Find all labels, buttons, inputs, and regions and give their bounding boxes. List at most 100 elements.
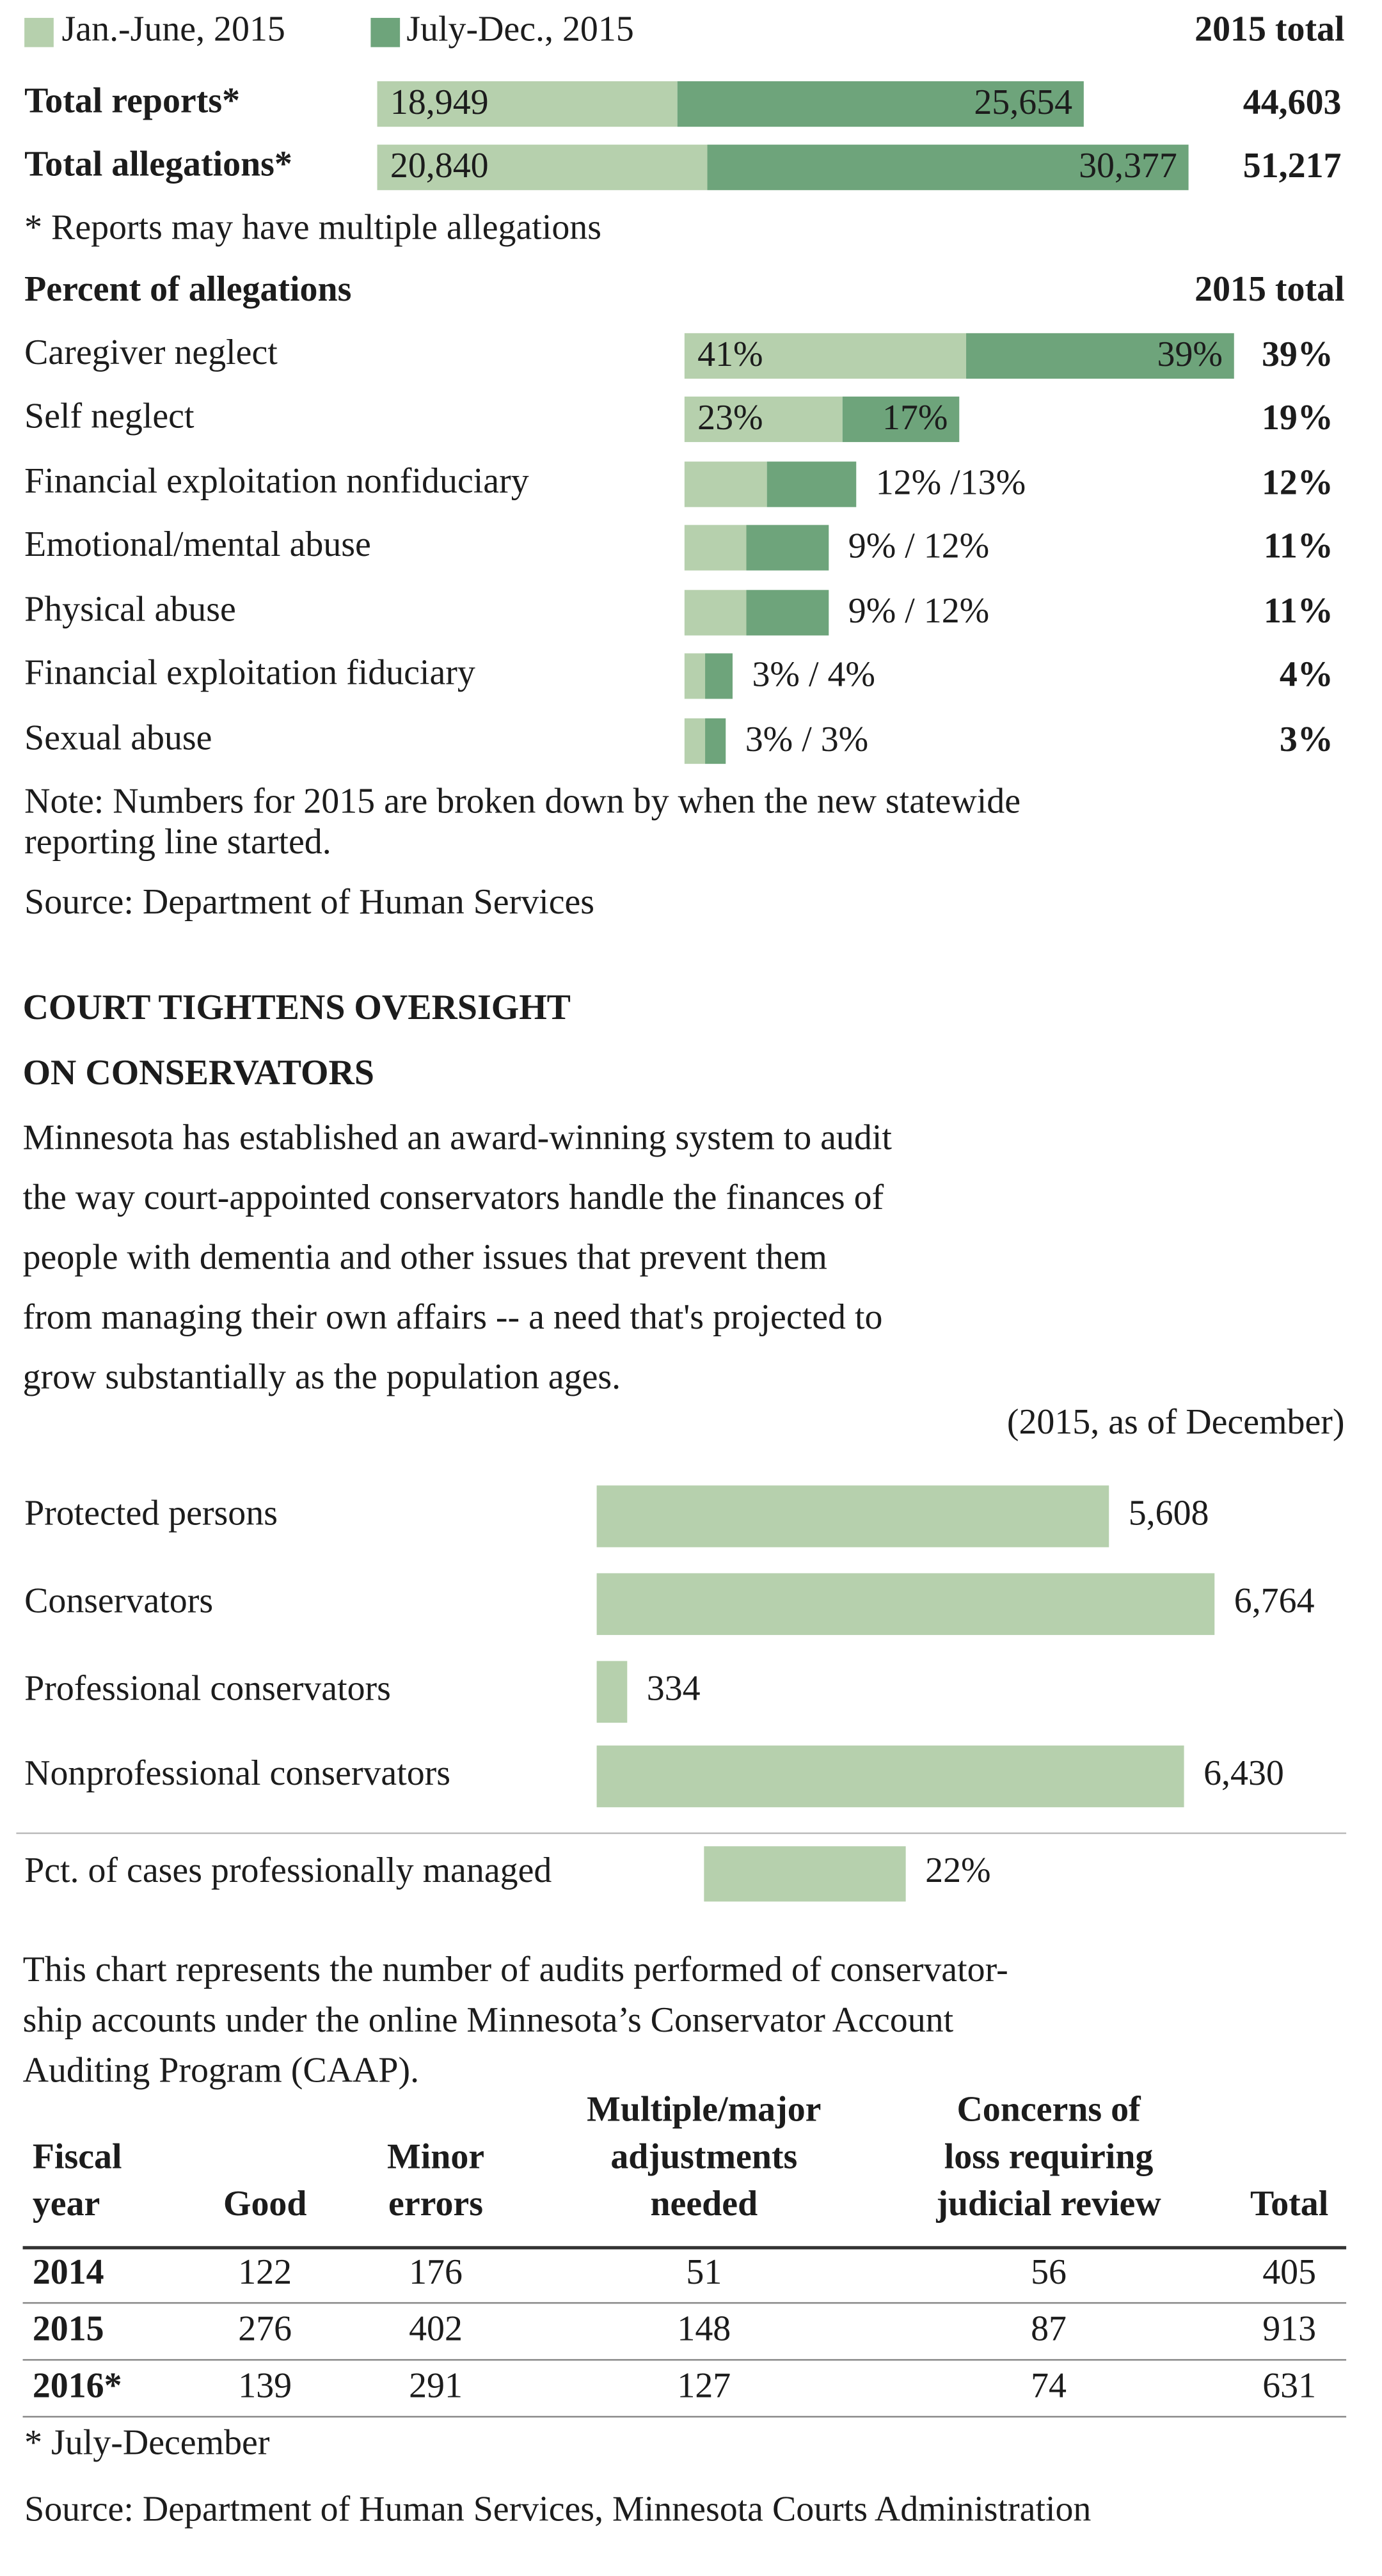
category-label: Nonprofessional conservators — [24, 1753, 450, 1793]
table-cell: 913 — [1262, 2309, 1316, 2349]
value-label: 6,764 — [1234, 1581, 1315, 1620]
bar — [704, 1846, 906, 1902]
intro: grow substantially as the population age… — [23, 1357, 621, 1396]
value-label: 25,654 — [974, 83, 1072, 122]
category-label: Sexual abuse — [24, 718, 212, 757]
heading: COURT TIGHTENS OVERSIGHT — [23, 988, 571, 1027]
bar-segment — [377, 81, 678, 127]
bar — [596, 1573, 1215, 1635]
footnote: * July-December — [24, 2423, 270, 2463]
total-label: 3% — [1280, 720, 1333, 759]
bar-segment — [746, 525, 829, 571]
bar-segment — [684, 718, 706, 764]
column-header: needed — [650, 2184, 758, 2224]
bar-segment — [684, 653, 706, 699]
intro: from managing their own affairs -- a nee… — [23, 1297, 883, 1337]
value-label: 334 — [647, 1669, 701, 1709]
value-label: 9% / 12% — [848, 526, 989, 566]
table-cell: 74 — [1031, 2366, 1067, 2406]
column-header: Concerns of — [957, 2090, 1141, 2130]
table-caption: ship accounts under the online Minnesota… — [23, 2000, 954, 2040]
value-label: 9% / 12% — [848, 591, 989, 631]
column-header: Good — [223, 2184, 306, 2224]
table-caption: This chart represents the number of audi… — [23, 1950, 1008, 1989]
value-label: 23% — [697, 398, 763, 438]
category-label: Self neglect — [24, 396, 195, 436]
table-cell: 2016* — [33, 2366, 122, 2406]
value-label: 5,608 — [1129, 1493, 1209, 1533]
category-label: Professional conservators — [24, 1669, 391, 1709]
table-cell: 176 — [409, 2252, 463, 2292]
table-cell: 127 — [677, 2366, 731, 2406]
column-header: Fiscal — [33, 2137, 122, 2176]
category-label: Financial exploitation nonfiduciary — [24, 461, 529, 501]
bar-segment — [705, 718, 726, 764]
category-label: Total allegations* — [24, 145, 292, 184]
legend-swatch — [370, 17, 401, 47]
category-label: Protected persons — [24, 1493, 278, 1533]
total-label: 11% — [1264, 526, 1333, 566]
heading: ON CONSERVATORS — [23, 1053, 374, 1093]
bar-segment — [766, 461, 857, 507]
intro: the way court-appointed conservators han… — [23, 1178, 884, 1217]
bar-segment — [684, 461, 767, 507]
bar-segment — [684, 333, 967, 379]
intro: Minnesota has established an award-winni… — [23, 1118, 893, 1157]
total-label: 19% — [1262, 398, 1333, 438]
value-label: 6,430 — [1203, 1753, 1284, 1793]
intro: people with dementia and other issues th… — [23, 1237, 827, 1277]
category-label: Pct. of cases professionally managed — [24, 1851, 552, 1890]
note: reporting line started. — [24, 822, 331, 862]
total-label: 39% — [1262, 335, 1333, 374]
source: Source: Department of Human Services, Mi… — [24, 2490, 1091, 2529]
table-cell: 291 — [409, 2366, 463, 2406]
legend-label: Jan.-June, 2015 — [62, 10, 285, 49]
legend-swatch — [24, 17, 54, 47]
bar-segment — [377, 145, 708, 191]
value-label: 39% — [1157, 335, 1223, 374]
note: Note: Numbers for 2015 are broken down b… — [24, 781, 1021, 821]
bar-segment — [966, 333, 1234, 379]
table-cell: 87 — [1031, 2309, 1067, 2349]
chart-title: Percent of allegations — [24, 269, 351, 309]
value-label: 18,949 — [390, 83, 489, 122]
table-cell: 2014 — [33, 2252, 104, 2292]
table-cell: 56 — [1031, 2252, 1067, 2292]
value-label: 41% — [697, 335, 763, 374]
table-cell: 276 — [238, 2309, 292, 2349]
value-label: 20,840 — [390, 146, 489, 186]
value-label: 22% — [925, 1851, 990, 1890]
category-label: Caregiver neglect — [24, 333, 278, 372]
total-label: 51,217 — [1243, 146, 1342, 186]
table-cell: 405 — [1262, 2252, 1316, 2292]
column-header: Minor — [387, 2137, 484, 2176]
total-label: 44,603 — [1243, 83, 1342, 122]
table-caption: Auditing Program (CAAP). — [23, 2051, 419, 2090]
legend-label: July-Dec., 2015 — [406, 10, 634, 49]
value-label: 3% / 4% — [752, 654, 875, 694]
footnote: * Reports may have multiple allegations — [24, 208, 601, 248]
value-label: 17% — [882, 398, 948, 438]
table-cell: 51 — [686, 2252, 722, 2292]
total-label: 12% — [1262, 462, 1333, 502]
note: (2015, as of December) — [1007, 1402, 1345, 1442]
table-cell: 2015 — [33, 2309, 104, 2349]
category-label: Conservators — [24, 1581, 213, 1620]
column-header: adjustments — [610, 2137, 797, 2176]
bar-segment — [746, 590, 829, 636]
bar — [596, 1745, 1184, 1808]
column-header: loss requiring — [944, 2137, 1154, 2176]
total-label: 4% — [1280, 654, 1333, 694]
category-label: Physical abuse — [24, 590, 236, 629]
bar-segment — [705, 653, 733, 699]
source: Source: Department of Human Services — [24, 882, 594, 922]
value-label: 30,377 — [1079, 146, 1177, 186]
bar-segment — [684, 525, 747, 571]
category-label: Total reports* — [24, 81, 240, 120]
value-label: 3% / 3% — [745, 720, 869, 759]
bar-segment — [677, 81, 1084, 127]
column-header: Total — [1250, 2184, 1328, 2224]
category-label: Financial exploitation fiduciary — [24, 653, 475, 693]
